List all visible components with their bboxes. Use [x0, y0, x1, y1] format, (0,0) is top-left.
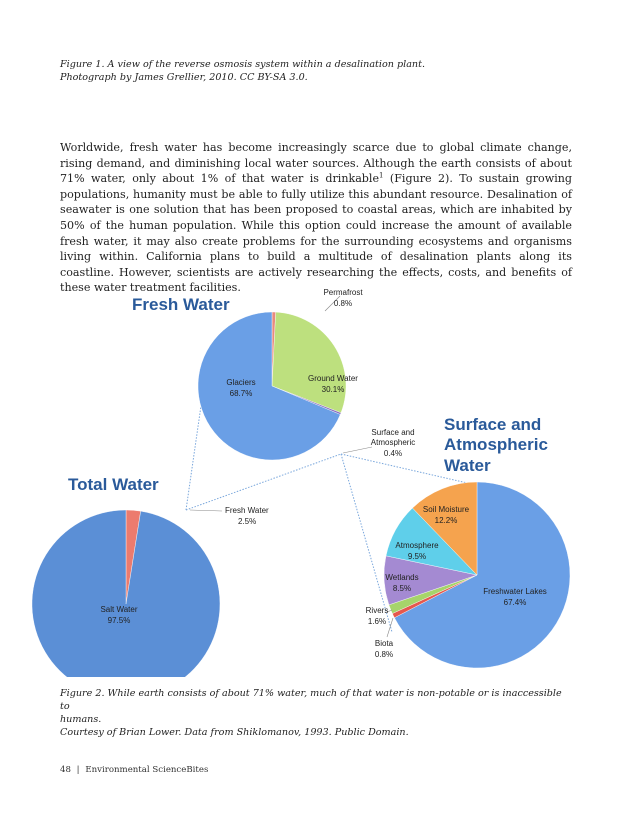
- surface-water-title-line1: Surface and: [444, 415, 541, 434]
- leader-surface-atmospheric: [342, 446, 373, 454]
- leader-permafrost: [324, 295, 341, 312]
- label-glaciers: Glaciers: [226, 378, 255, 387]
- leader-rivers: [386, 609, 393, 613]
- label-wetlands: Wetlands: [385, 573, 418, 582]
- label-atmospheric: Atmospheric: [371, 438, 415, 447]
- figure-1-caption: Figure 1. A view of the reverse osmosis …: [60, 58, 580, 84]
- label-soil-moisture: Soil Moisture: [423, 505, 470, 514]
- value-salt-water: 97.5%: [108, 616, 131, 625]
- figure-2-caption-line3: Courtesy of Brian Lower. Data from Shikl…: [60, 727, 409, 738]
- figure-1-caption-line2: Photograph by James Grellier, 2010. CC B…: [60, 72, 308, 83]
- value-freshwater-lakes: 67.4%: [504, 598, 527, 607]
- figure-2-caption: Figure 2. While earth consists of about …: [60, 687, 570, 739]
- label-ground-water: Ground Water: [308, 374, 358, 383]
- pie-surface-atmospheric-water: [383, 481, 571, 669]
- value-surface-atmospheric: 0.4%: [384, 449, 402, 458]
- value-wetlands: 8.5%: [393, 584, 411, 593]
- label-rivers: Rivers: [366, 606, 389, 615]
- label-salt-water: Salt Water: [100, 605, 137, 614]
- surface-water-title-line3: Water: [444, 456, 491, 475]
- value-biota: 0.8%: [375, 650, 393, 659]
- value-permafrost: 0.8%: [334, 299, 352, 308]
- label-biota: Biota: [375, 639, 394, 648]
- footnote-marker[interactable]: 1: [379, 171, 384, 180]
- value-soil-moisture: 12.2%: [435, 516, 458, 525]
- page-footer: 48 | Environmental ScienceBites: [60, 765, 208, 775]
- value-glaciers: 68.7%: [230, 389, 253, 398]
- pie-total-water: [31, 509, 221, 677]
- value-ground-water: 30.1%: [322, 385, 345, 394]
- label-permafrost: Permafrost: [323, 288, 363, 297]
- label-freshwater-lakes: Freshwater Lakes: [483, 587, 547, 596]
- leader-fresh-water: [189, 509, 223, 512]
- pie-fresh-water: [197, 311, 347, 461]
- label-fresh-water: Fresh Water: [225, 506, 269, 515]
- value-rivers: 1.6%: [368, 617, 386, 626]
- body-paragraph: Worldwide, fresh water has become increa…: [60, 140, 572, 296]
- book-title: Environmental ScienceBites: [85, 765, 209, 775]
- figure-2-caption-line2: humans.: [60, 714, 102, 725]
- pie-slice-ground-water: [271, 311, 347, 414]
- connector-line-fresh-top: [185, 391, 204, 511]
- pie-slice-soil-moisture: [412, 481, 478, 576]
- figure-2-pie-charts: Total Water Fresh Water Surface and Atmo…: [0, 282, 630, 677]
- figure-2-caption-line1: Figure 2. While earth consists of about …: [60, 688, 562, 712]
- value-fresh-water: 2.5%: [238, 517, 256, 526]
- pie-slice-freshwater-lakes: [394, 481, 571, 669]
- body-paragraph-part2: (Figure 2). To sustain growing populatio…: [60, 172, 572, 295]
- pie-slice-glaciers: [197, 311, 341, 461]
- figure-1-caption-line1: Figure 1. A view of the reverse osmosis …: [60, 59, 426, 70]
- page-number: 48: [60, 765, 71, 775]
- connector-line-surface-top: [340, 453, 477, 486]
- label-atmosphere: Atmosphere: [395, 541, 439, 550]
- total-water-title: Total Water: [68, 475, 159, 494]
- connector-line-surface-bottom: [340, 453, 393, 633]
- connector-line-fresh-bottom: [185, 453, 342, 511]
- surface-water-title-line2: Atmospheric: [444, 435, 548, 454]
- value-atmosphere: 9.5%: [408, 552, 426, 561]
- pie-charts-svg: Total Water Fresh Water Surface and Atmo…: [31, 288, 571, 677]
- label-surface-and: Surface and: [371, 428, 414, 437]
- body-paragraph-part1: Worldwide, fresh water has become increa…: [60, 141, 572, 186]
- footer-separator: |: [76, 765, 80, 775]
- pie-slice-salt-water: [31, 509, 221, 677]
- fresh-water-title: Fresh Water: [132, 295, 230, 314]
- leader-biota: [386, 617, 394, 638]
